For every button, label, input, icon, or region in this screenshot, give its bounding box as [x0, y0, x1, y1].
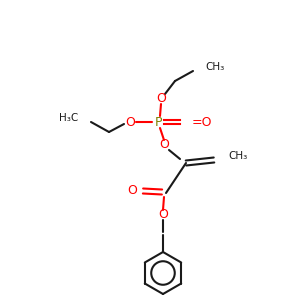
Text: O: O: [159, 139, 169, 152]
Text: O: O: [125, 116, 135, 128]
Text: CH₃: CH₃: [205, 62, 224, 72]
Text: O: O: [156, 92, 166, 106]
Text: O: O: [158, 208, 168, 221]
Text: O: O: [127, 184, 137, 197]
Text: CH₃: CH₃: [228, 151, 247, 161]
Text: =O: =O: [192, 116, 212, 128]
Text: P: P: [154, 116, 162, 128]
Text: H₃C: H₃C: [59, 113, 78, 123]
